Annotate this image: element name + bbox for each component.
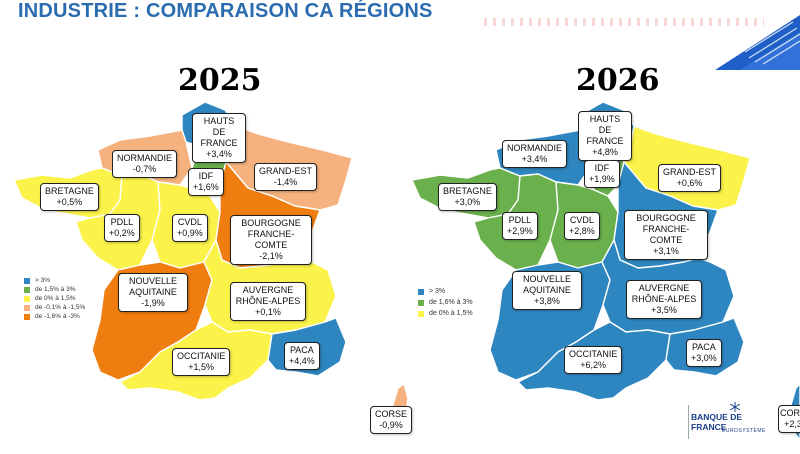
label-corse-2026: CORS+2,3: [778, 405, 800, 433]
legend-swatch: [24, 304, 30, 311]
year-2025-heading: 2025: [178, 63, 262, 98]
legend-item: de 0% à 1,5%: [24, 294, 85, 303]
logo-subtitle: EUROSYSTÈME: [722, 428, 766, 434]
snowflake-icon: [729, 402, 741, 412]
legend-item: > 3%: [24, 276, 85, 285]
label-bfc-2025: BOURGOGNE FRANCHE-COMTE -2,1%: [230, 215, 312, 265]
label-normandie-2026: NORMANDIE +3,4%: [502, 140, 568, 168]
decorative-stripe: [484, 18, 764, 26]
label-grandest-2025: GRAND-EST -1,4%: [254, 163, 318, 191]
label-hdf-2026: HAUTS DE FRANCE +4,8%: [578, 111, 632, 161]
label-hdf-2025: HAUTS DE FRANCE +3,4%: [192, 113, 246, 163]
legend-swatch: [24, 313, 30, 320]
label-occitanie-2025: OCCITANIE +1,5%: [172, 348, 231, 376]
legend-item: de 0% à 1,5%: [418, 308, 473, 319]
legend-item: de 1,5% à 3%: [24, 285, 85, 294]
label-bretagne-2025: BRETAGNE +0,5%: [40, 183, 99, 211]
logo-divider: [688, 405, 689, 439]
legend-item: de -1,6% à -3%: [24, 312, 85, 321]
legend-item: de -0,1% à -1,5%: [24, 303, 85, 312]
label-na-2025: NOUVELLE AQUITAINE -1,9%: [118, 273, 188, 312]
legend-item: > 3%: [418, 286, 473, 297]
page-title: INDUSTRIE : COMPARAISON CA RÉGIONS: [18, 0, 433, 22]
label-pdll-2025: PDLL +0,2%: [104, 214, 140, 242]
label-normandie-2025: NORMANDIE -0,7%: [112, 150, 178, 178]
label-bretagne-2026: BRETAGNE +3,0%: [438, 183, 497, 211]
label-corse-2025: CORSE -0,9%: [370, 406, 413, 434]
legend-2026: > 3% de 1,6% à 3% de 0% à 1,5%: [418, 286, 473, 319]
label-paca-2026: PACA +3,0%: [686, 339, 722, 367]
label-idf-2025: IDF +1,6%: [188, 168, 224, 196]
banque-de-france-logo: BANQUE DE FRANCE EUROSYSTÈME: [688, 402, 773, 442]
legend-2025: > 3% de 1,5% à 3% de 0% à 1,5% de -0,1% …: [24, 276, 85, 321]
label-paca-2025: PACA +4,4%: [284, 342, 320, 370]
label-na-2026: NOUVELLE AQUITAINE +3,8%: [512, 271, 582, 310]
label-cvdl-2026: CVDL +2,8%: [564, 212, 600, 240]
corner-decoration-icon: [715, 15, 800, 70]
label-occitanie-2026: OCCITANIE +6,2%: [564, 346, 623, 374]
label-idf-2026: IDF +1,9%: [584, 160, 620, 188]
year-2026-heading: 2026: [576, 63, 660, 98]
label-pdll-2026: PDLL +2,9%: [502, 212, 538, 240]
legend-swatch: [24, 277, 30, 284]
legend-swatch: [24, 286, 30, 293]
legend-item: de 1,6% à 3%: [418, 297, 473, 308]
label-ara-2026: AUVERGNE RHÔNE-ALPES +3,5%: [626, 280, 702, 319]
legend-swatch: [24, 295, 30, 302]
legend-swatch: [418, 288, 424, 295]
label-grandest-2026: GRAND-EST +0,6%: [658, 164, 722, 192]
legend-swatch: [418, 299, 424, 306]
logo-name: BANQUE DE FRANCE: [691, 412, 743, 432]
label-ara-2025: AUVERGNE RHÔNE-ALPES +0,1%: [230, 282, 306, 321]
label-bfc-2026: BOURGOGNE FRANCHE-COMTE +3,1%: [624, 210, 708, 260]
legend-swatch: [418, 310, 424, 317]
label-cvdl-2025: CVDL +0,9%: [172, 214, 208, 242]
